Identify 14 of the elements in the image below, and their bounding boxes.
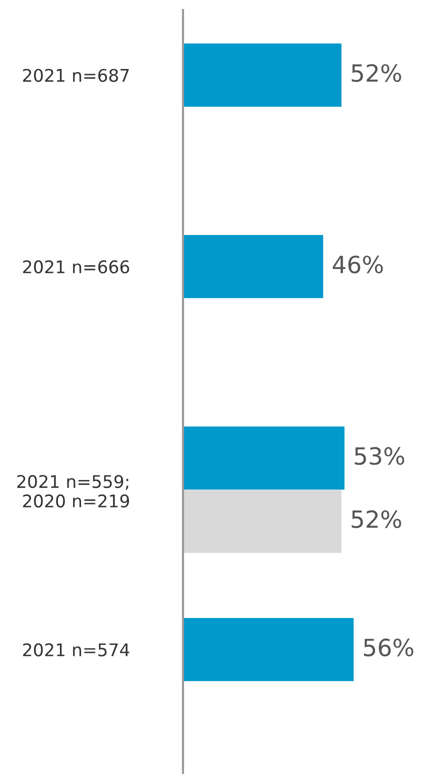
data-label: 46% [332,256,383,274]
bar [183,44,342,107]
bar [183,426,344,490]
y-tick-label: 2021 n=574 [23,643,130,656]
data-label: 52% [352,510,402,528]
bar [183,234,324,298]
bar [183,490,342,553]
bar [183,618,354,682]
y-tick-label: 2021 n=687 [23,68,129,82]
data-label: 53% [354,447,404,465]
data-label: 52% [352,64,402,82]
y-tick-label: 2021 n=559; 2020 n=219 [17,474,129,508]
data-label: 56% [364,638,414,656]
y-tick-label: 2021 n=666 [23,260,130,274]
